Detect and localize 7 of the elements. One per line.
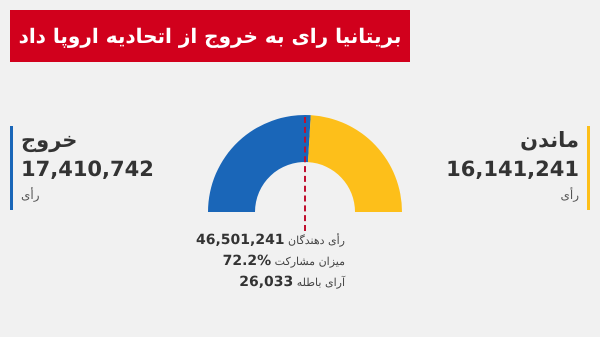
data-label: 16,141,241 [446, 156, 579, 183]
slice-label: خروج [21, 127, 78, 154]
slice-label: ماندن [519, 127, 579, 154]
data-label: 17,410,742 [21, 156, 154, 183]
text: رأی [21, 186, 41, 204]
text: رأی [559, 186, 579, 204]
chart-title: بریتانیا رای به خروج از اتحادیه اروپا داد [10, 10, 410, 62]
